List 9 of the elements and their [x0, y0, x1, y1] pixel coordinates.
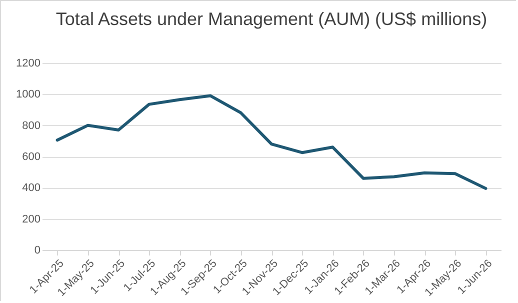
chart-title: Total Assets under Management (AUM) (US$ millions)	[56, 9, 488, 29]
line-series	[56, 94, 488, 190]
y-tick-label: 1000	[16, 88, 40, 101]
y-tick-label: 800	[22, 120, 40, 132]
y-tick-label: 600	[22, 151, 40, 163]
y-tick-label: 400	[22, 182, 40, 194]
y-tick-label: 200	[22, 213, 40, 226]
y-tick-label: 0	[34, 244, 40, 256]
y-tick-label: 1200	[16, 58, 40, 70]
